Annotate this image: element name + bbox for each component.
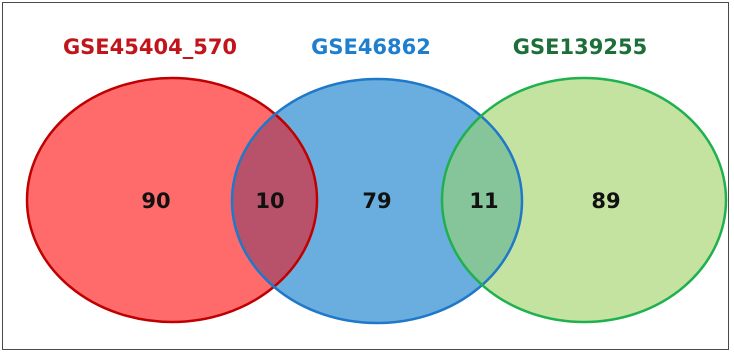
region-count-ab: 10 — [255, 189, 284, 213]
set-title-gse45404-570: GSE45404_570 — [63, 35, 237, 59]
set-outline-gse46862 — [230, 77, 524, 325]
set-title-gse139255: GSE139255 — [513, 35, 647, 59]
region-count-c-only: 89 — [591, 189, 620, 213]
set-title-gse46862: GSE46862 — [311, 35, 431, 59]
set-circle-gse45404-570 — [27, 78, 317, 322]
region-count-b-only: 79 — [362, 189, 391, 213]
region-count-a-only: 90 — [141, 189, 170, 213]
set-circle-gse139255 — [442, 78, 726, 322]
set-circle-gse46862 — [232, 79, 522, 323]
set-outline-gse139255 — [440, 76, 728, 324]
set-outline-gse45404-570 — [25, 76, 319, 324]
region-count-bc: 11 — [469, 189, 498, 213]
